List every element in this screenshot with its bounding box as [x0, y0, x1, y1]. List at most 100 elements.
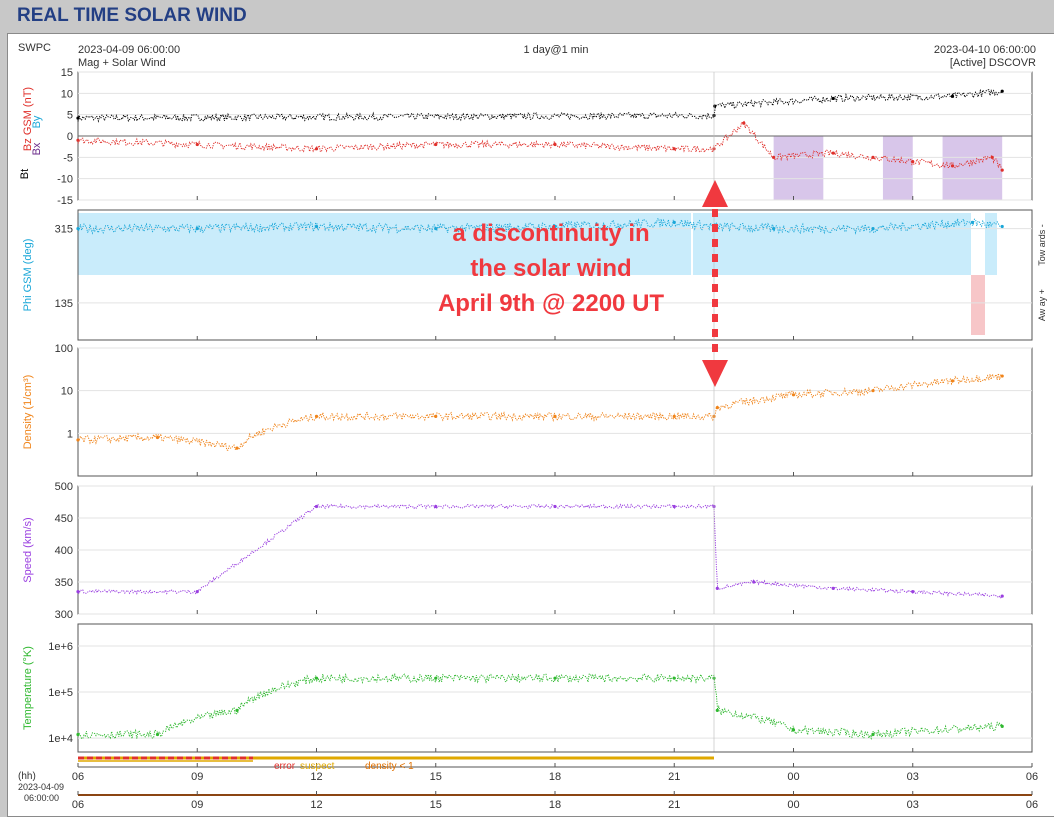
hh-label: (hh) [18, 771, 36, 782]
x-tick-label: 00 [787, 799, 799, 811]
y-tick-label: 300 [55, 609, 73, 621]
annotation-line-3: April 9th @ 2200 UT [438, 290, 664, 317]
arrow-head-up [702, 180, 728, 207]
phi-side-label: Tow ards - [1037, 224, 1047, 266]
data-point [195, 590, 199, 594]
data-point [1000, 89, 1004, 93]
x-tick-label: 21 [668, 771, 680, 783]
series-line-temperature [77, 672, 1003, 741]
data-point [715, 406, 719, 410]
data-point [195, 226, 199, 231]
y-tick-label: 500 [55, 481, 73, 493]
data-point [871, 732, 875, 737]
y-tick-label: 5 [67, 110, 73, 122]
data-point [314, 224, 319, 229]
data-point [772, 226, 776, 231]
data-point [1000, 724, 1004, 728]
data-point [950, 94, 955, 98]
data-point [672, 676, 676, 680]
data-point [76, 732, 80, 737]
data-point [1000, 224, 1004, 229]
series-line-density [77, 372, 1003, 451]
x-tick-label: 12 [310, 771, 322, 783]
data-point [434, 676, 438, 680]
gap-line [691, 213, 693, 275]
data-point [1000, 374, 1004, 378]
data-point [553, 224, 557, 229]
series-temperature [76, 672, 1004, 741]
y-axis-label: Temperature (°K) [22, 646, 34, 730]
data-point [553, 676, 557, 680]
start-time-label: 2023-04-09 06:00:00 [78, 44, 180, 56]
data-point [314, 676, 319, 680]
series-line-bt [77, 88, 1003, 123]
x-tick-label: 06 [72, 799, 84, 811]
series-bz-gsm [76, 119, 1004, 172]
data-point [314, 504, 319, 509]
y-tick-label: 15 [61, 67, 73, 79]
series-line-phi-gsm [78, 217, 1003, 235]
data-point [672, 147, 676, 151]
data-point [752, 580, 756, 584]
data-point [742, 121, 746, 125]
arrow-head-down [702, 360, 728, 387]
legend-density: density < 1 [365, 761, 414, 772]
y-tick-label: -5 [63, 152, 73, 164]
y-tick-label: 0 [67, 131, 73, 143]
x-tick-label: 15 [430, 799, 442, 811]
y-axis-label: Speed (km/s) [22, 517, 34, 582]
source-label: SWPC [18, 42, 51, 54]
spacecraft-label: [Active] DSCOVR [950, 57, 1036, 69]
data-point [871, 389, 875, 393]
data-point [831, 586, 835, 591]
data-point [1000, 594, 1004, 598]
page-title: REAL TIME SOLAR WIND [17, 5, 247, 26]
data-point [713, 104, 717, 108]
x-tick-label: 09 [191, 799, 203, 811]
legend-suspect: suspect [300, 761, 335, 772]
y-tick-label: 1e+4 [48, 733, 73, 745]
data-point [990, 155, 994, 159]
data-point [434, 414, 438, 418]
data-point [76, 438, 80, 442]
time-label: 06:00:00 [24, 793, 59, 803]
panel-frame-density [77, 347, 1033, 477]
bz-shade-0 [773, 136, 824, 200]
data-point [672, 504, 676, 509]
y-tick-label: 135 [55, 298, 73, 310]
panels-group: 15 10 5 0 -5 -10 -15 Bt Bz GSM (nT)Bx By 315 135 Phi… [19, 67, 1047, 811]
y-axis-label: Bt [19, 169, 31, 179]
data-point [553, 142, 557, 147]
series-line-bz-gsm [77, 119, 1003, 169]
data-point [831, 151, 835, 155]
y-axis-label: Bx [31, 142, 43, 155]
x-tick-label: 18 [549, 771, 561, 783]
data-point [911, 160, 915, 164]
data-point [76, 138, 80, 142]
series-bt [76, 88, 1004, 123]
data-point [715, 708, 719, 712]
data-point [871, 155, 875, 159]
data-point [950, 379, 955, 383]
annotation: a discontinuity in the solar wind April … [438, 180, 728, 387]
data-point [235, 446, 239, 450]
data-point [715, 586, 719, 591]
data-point [791, 393, 796, 397]
x-tick-label: 21 [668, 799, 680, 811]
data-point [235, 708, 239, 712]
series-density [76, 372, 1004, 451]
panel-frame-temperature [77, 623, 1033, 753]
away-band [971, 275, 985, 335]
y-tick-label: 10 [61, 386, 73, 398]
y-tick-label: 1 [67, 428, 73, 440]
data-point [672, 414, 676, 418]
series-phi-gsm [76, 217, 1004, 235]
data-point [950, 164, 955, 168]
data-point [831, 96, 835, 101]
data-point [772, 155, 776, 159]
x-tick-label: 03 [907, 799, 919, 811]
data-point [791, 728, 796, 732]
data-point [76, 226, 80, 231]
discontinuity-arrow [702, 180, 728, 387]
legend-error: error [274, 761, 296, 772]
